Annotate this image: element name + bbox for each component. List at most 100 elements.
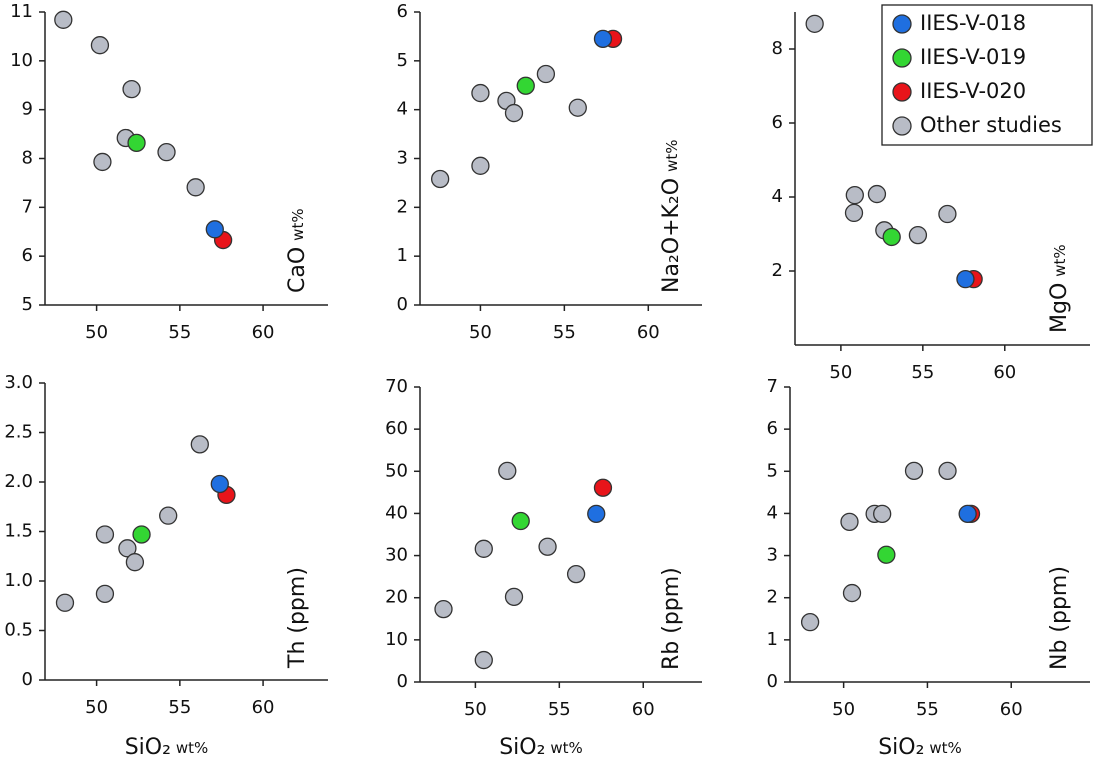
data-point	[430, 169, 450, 189]
data-point	[474, 650, 493, 670]
data-point	[938, 204, 957, 224]
data-point	[805, 14, 824, 33]
data-point	[882, 227, 901, 247]
y-axis-label-unit: wt%	[663, 140, 681, 172]
data-point	[186, 178, 205, 197]
x-tick-label: 50	[85, 697, 108, 718]
legend-label: IIES-V-019	[920, 45, 1026, 69]
y-tick-label: 1.5	[4, 521, 33, 542]
y-tick-label: 3	[397, 148, 408, 169]
y-tick-label: 0	[22, 669, 33, 690]
y-tick-label: 2	[772, 260, 783, 281]
x-axis-label-name: SiO₂	[125, 735, 171, 760]
y-axis-label: MgO wt%	[1047, 244, 1072, 333]
x-axis-label-name: SiO₂	[499, 735, 545, 760]
legend-marker	[892, 82, 912, 102]
y-tick-label: 6	[772, 112, 783, 133]
x-axis-label: SiO₂ wt%	[878, 735, 962, 760]
data-point	[54, 10, 73, 29]
y-tick-label: 6	[397, 1, 408, 22]
data-point	[122, 80, 141, 99]
y-tick-label: 8	[22, 148, 33, 169]
data-point	[125, 553, 145, 572]
y-tick-label: 9	[22, 99, 33, 120]
y-tick-label: 0.5	[4, 620, 33, 641]
x-tick-label: 50	[469, 322, 492, 343]
x-tick-label: 60	[1000, 699, 1023, 720]
y-tick-label: 0	[397, 294, 408, 315]
x-tick-label: 50	[832, 699, 855, 720]
y-tick-label: 5	[22, 294, 33, 315]
data-point	[844, 203, 864, 223]
y-tick-label: 30	[385, 545, 408, 566]
data-point	[90, 36, 110, 55]
data-point	[55, 593, 75, 612]
data-point	[873, 504, 892, 523]
data-point	[800, 613, 820, 632]
y-axis-label-unit: wt%	[1051, 244, 1069, 276]
y-axis-label: CaO wt%	[285, 208, 310, 293]
y-tick-label: 50	[385, 460, 408, 481]
y-tick-label: 3.0	[4, 372, 33, 393]
legend-marker	[892, 48, 912, 68]
legend-marker	[892, 14, 912, 34]
data-point	[210, 474, 229, 494]
y-tick-label: 7	[767, 376, 778, 397]
data-point	[504, 587, 524, 607]
legend-label: IIES-V-020	[920, 79, 1026, 103]
y-axis-label-name: MgO	[1047, 283, 1072, 333]
data-point	[205, 220, 224, 239]
legend-box	[881, 4, 1093, 146]
x-tick-label: 50	[464, 699, 487, 720]
x-tick-label: 60	[252, 697, 275, 718]
x-tick-label: 55	[911, 362, 934, 383]
data-point	[904, 461, 924, 481]
y-axis-label: Rb (ppm)	[659, 567, 684, 670]
data-point	[157, 143, 176, 162]
data-point	[845, 185, 864, 205]
data-point	[958, 504, 977, 523]
x-tick-label: 60	[632, 699, 655, 720]
y-tick-label: 3	[767, 545, 778, 566]
y-tick-label: 8	[772, 38, 783, 59]
y-tick-label: 60	[385, 418, 408, 439]
y-tick-label: 5	[397, 50, 408, 71]
legend: IIES-V-018 IIES-V-019 IIES-V-020 Other stud…	[881, 4, 1093, 146]
data-point	[516, 76, 535, 95]
data-point	[568, 98, 587, 117]
x-tick-label: 55	[553, 322, 576, 343]
y-tick-label: 70	[385, 376, 408, 397]
y-tick-label: 1.0	[4, 570, 33, 591]
data-point	[877, 545, 896, 564]
y-tick-label: 2.0	[4, 471, 33, 492]
y-axis-label-unit: wt%	[289, 208, 307, 240]
panel: 0 0.5 1.0 1.5 2.0 2.5 3.0 50 55 60 Th (ppm) SiO₂ wt%	[4, 372, 328, 760]
y-tick-label: 0	[397, 671, 408, 692]
data-point	[566, 564, 586, 584]
y-tick-label: 6	[22, 245, 33, 266]
data-point	[127, 133, 146, 153]
x-axis-label-unit: wt%	[929, 739, 961, 757]
x-tick-label: 55	[916, 699, 939, 720]
data-point	[95, 584, 115, 604]
y-tick-label: 10	[385, 629, 408, 650]
y-tick-label: 6	[767, 418, 778, 439]
x-tick-label: 55	[548, 699, 571, 720]
data-point	[95, 525, 115, 544]
legend-label: Other studies	[920, 113, 1062, 137]
data-point	[190, 435, 209, 454]
y-tick-label: 2	[397, 196, 408, 217]
y-tick-label: 7	[22, 196, 33, 217]
data-point	[842, 583, 862, 603]
data-point	[498, 461, 517, 481]
data-point	[536, 64, 556, 84]
data-point	[511, 511, 530, 531]
data-point	[908, 225, 928, 245]
data-point	[93, 152, 112, 172]
data-point	[587, 504, 606, 523]
x-tick-label: 55	[168, 322, 191, 343]
x-axis-label-name: SiO₂	[878, 735, 924, 760]
y-tick-label: 0	[767, 671, 778, 692]
